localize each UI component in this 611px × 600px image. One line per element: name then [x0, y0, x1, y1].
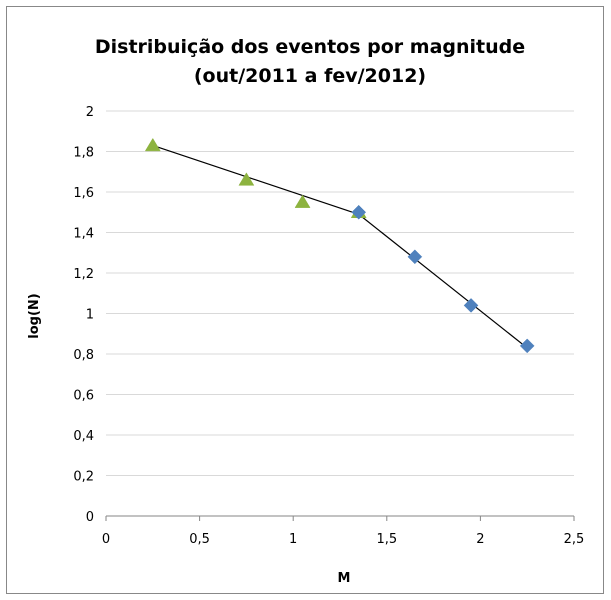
x-tick-labels: 0 0,5 1 1,5 2 2,5 — [102, 516, 584, 547]
diamond-point — [463, 298, 479, 313]
y-tick-label: 1,8 — [73, 146, 94, 161]
trendlines — [152, 144, 528, 349]
x-tick-label: 0,5 — [189, 532, 210, 547]
triangle-point — [294, 194, 311, 208]
y-tick-label: 0,8 — [73, 348, 94, 363]
trendline — [152, 144, 359, 215]
x-axis-label: M — [338, 571, 351, 586]
x-tick-label: 2,5 — [564, 532, 585, 547]
data-points — [144, 137, 535, 354]
x-tick-label: 1 — [289, 532, 297, 547]
y-tick-label: 1 — [86, 308, 94, 323]
y-tick-label: 1,2 — [73, 267, 94, 282]
triangle-point — [144, 137, 161, 152]
x-tick-label: 2 — [476, 532, 484, 547]
y-tick-labels: 0 0,2 0,4 0,6 0,8 1 1,2 1,4 1,6 1,8 2 — [73, 105, 94, 525]
trendline — [358, 213, 528, 349]
chart-frame — [6, 6, 604, 594]
triangle-point — [238, 172, 255, 186]
y-tick-label: 2 — [86, 105, 94, 120]
chart-title: Distribuição dos eventos por magnitude — [95, 36, 525, 58]
x-tick-label: 0 — [102, 532, 110, 547]
diamond-point — [519, 338, 535, 354]
gridlines — [106, 110, 574, 517]
diamond-point — [407, 249, 423, 265]
y-tick-label: 1,4 — [73, 227, 94, 242]
x-tick-label: 1,5 — [376, 532, 397, 547]
diamond-point — [351, 204, 367, 220]
y-axis-label: log(N) — [27, 293, 42, 338]
y-tick-label: 0,4 — [73, 429, 94, 444]
y-tick-label: 1,6 — [73, 186, 94, 201]
y-tick-label: 0,6 — [73, 389, 94, 404]
chart-subtitle: (out/2011 a fev/2012) — [194, 65, 426, 87]
y-tick-label: 0,2 — [73, 470, 94, 485]
y-tick-label: 0 — [86, 510, 94, 525]
